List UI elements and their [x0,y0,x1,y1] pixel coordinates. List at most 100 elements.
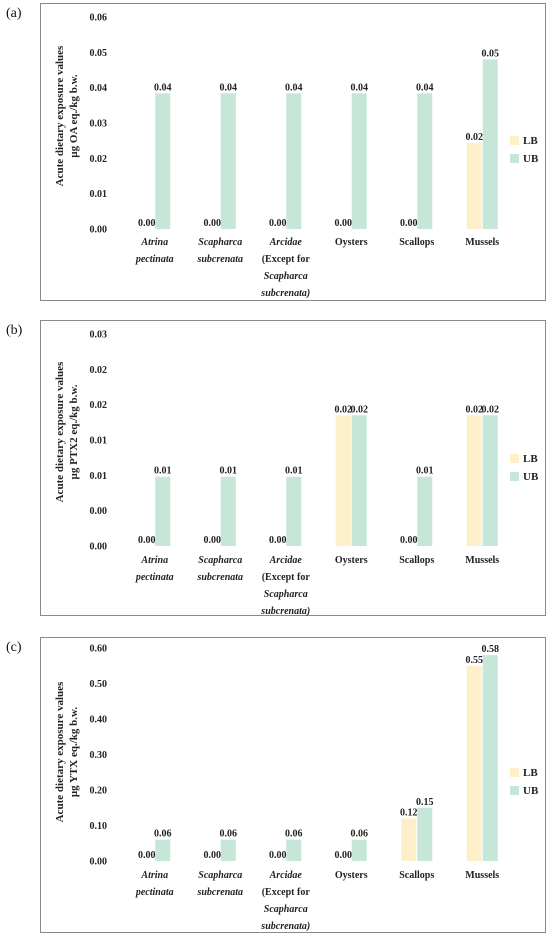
data-label: 0.01 [220,466,238,477]
category-label: subcrenata) [260,921,310,932]
data-label: 0.00 [204,218,222,229]
y-axis-title: Acute dietary exposure values [54,681,66,822]
panel-b-label: (b) [6,323,23,338]
bar-ub [482,655,498,861]
category-label: Arcidae [269,237,303,248]
legend-swatch-ub [510,786,519,795]
bar-ub [220,476,236,546]
data-label: 0.06 [220,829,238,840]
category-label: Scapharca [264,271,308,282]
category-label: Scapharca [198,870,242,881]
category-label: Mussels [465,555,499,566]
category-label: Oysters [335,870,368,881]
y-tick-label: 0.06 [90,13,108,24]
category-label: subcrenata [196,254,243,265]
y-tick-label: 0.60 [90,644,108,655]
y-axis-title: µg PTX2 eq./kg b.w. [68,384,80,479]
y-tick-label: 0.01 [90,436,108,447]
y-tick-label: 0.02 [90,400,108,411]
data-label: 0.01 [416,466,434,477]
bar-ub [351,93,367,229]
data-label: 0.00 [335,850,353,861]
category-label: Arcidae [269,870,303,881]
bar-ub [155,93,171,229]
bar-lb [466,415,482,546]
category-label: Scallops [399,237,434,248]
panel-c-frame [40,637,546,933]
panel-a-label: (a) [6,6,22,21]
bar-ub [220,93,236,229]
y-tick-label: 0.03 [90,119,108,130]
data-label: 0.00 [269,850,287,861]
y-tick-label: 0.01 [90,471,108,482]
legend-swatch-lb [510,454,519,463]
data-label: 0.00 [138,218,156,229]
category-label: Scapharca [198,237,242,248]
category-label: Scallops [399,555,434,566]
data-label: 0.15 [416,797,434,808]
data-label: 0.04 [351,82,369,93]
category-label: Arcidae [269,555,303,566]
data-label: 0.02 [351,404,369,415]
category-label: Atrina [140,237,168,248]
legend-swatch-ub [510,154,519,163]
data-label: 0.00 [138,535,156,546]
category-label: subcrenata [196,572,243,583]
y-axis-title: Acute dietary exposure values [54,45,66,186]
data-label: 0.01 [285,466,303,477]
data-label: 0.02 [335,404,353,415]
data-label: 0.00 [269,535,287,546]
legend-label-ub: UB [523,471,539,483]
y-axis-title: µg YTX eq./kg b.w. [68,707,80,798]
y-tick-label: 0.00 [90,542,108,553]
legend-swatch-ub [510,472,519,481]
category-label: Oysters [335,237,368,248]
data-label: 0.06 [285,829,303,840]
bar-ub [482,59,498,230]
y-tick-label: 0.00 [90,225,108,236]
panel-b-frame [40,320,546,616]
data-label: 0.02 [466,132,484,143]
category-label: Scapharca [264,589,308,600]
data-label: 0.01 [154,466,172,477]
y-tick-label: 0.00 [90,857,108,868]
legend-swatch-lb [510,136,519,145]
y-tick-label: 0.10 [90,821,108,832]
category-label: Mussels [465,870,499,881]
category-label: Scapharca [264,904,308,915]
y-tick-label: 0.02 [90,365,108,376]
data-label: 0.06 [154,829,172,840]
y-tick-label: 0.20 [90,786,108,797]
data-label: 0.06 [351,829,369,840]
panel-c-label: (c) [6,640,22,655]
legend-label-lb: LB [523,767,538,779]
data-label: 0.04 [154,82,172,93]
y-axis-title: µg OA eq./kg b.w. [68,74,80,158]
bar-ub [155,476,171,546]
category-label: (Except for [262,254,311,265]
legend-swatch-lb [510,768,519,777]
data-label: 0.12 [400,807,418,818]
legend-label-lb: LB [523,135,538,147]
data-label: 0.02 [466,404,484,415]
data-label: 0.55 [466,655,484,666]
bar-ub [482,415,498,546]
bar-lb [335,415,351,546]
y-tick-label: 0.01 [90,189,108,200]
data-label: 0.00 [400,535,418,546]
panel-a-frame [40,3,546,301]
data-label: 0.04 [220,82,238,93]
category-label: subcrenata [196,887,243,898]
category-label: Scallops [399,870,434,881]
category-label: subcrenata) [260,288,310,299]
bar-ub [351,839,367,861]
bar-ub [351,415,367,546]
y-tick-label: 0.02 [90,154,108,165]
bar-ub [417,93,433,229]
legend-label-ub: UB [523,785,539,797]
data-label: 0.05 [482,48,500,59]
category-label: subcrenata) [260,606,310,617]
